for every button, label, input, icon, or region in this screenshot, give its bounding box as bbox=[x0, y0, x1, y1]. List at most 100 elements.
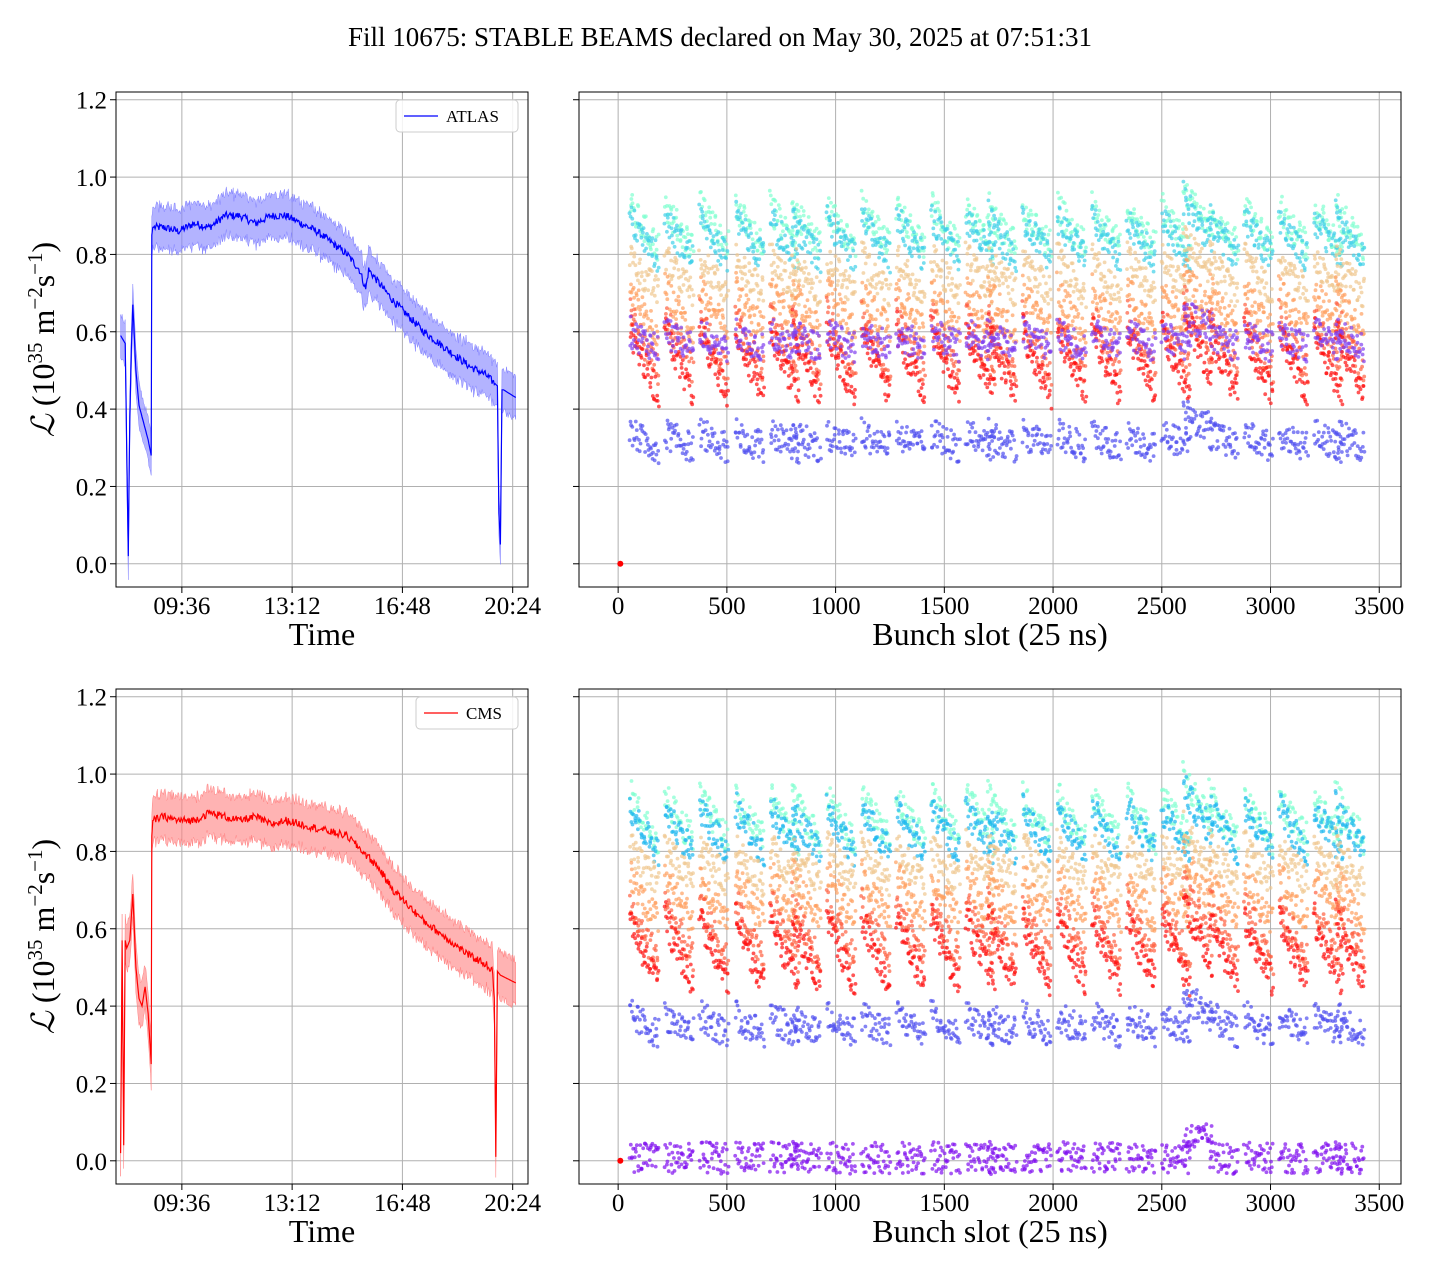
scatter-point bbox=[983, 294, 988, 299]
scatter-point bbox=[1107, 218, 1111, 222]
scatter-point bbox=[655, 269, 660, 273]
scatter-point bbox=[869, 216, 874, 221]
scatter-point bbox=[978, 357, 983, 361]
scatter-point bbox=[839, 344, 843, 349]
scatter-point bbox=[792, 345, 797, 349]
scatter-point bbox=[1113, 438, 1118, 443]
scatter-point bbox=[649, 292, 654, 296]
scatter-point bbox=[803, 361, 807, 366]
scatter-point bbox=[1045, 442, 1050, 446]
scatter-point bbox=[1042, 232, 1046, 237]
scatter-point bbox=[1078, 338, 1082, 342]
scatter-point bbox=[632, 338, 636, 342]
scatter-point bbox=[1056, 436, 1061, 441]
scatter-point bbox=[780, 277, 784, 282]
scatter-point bbox=[742, 206, 747, 210]
scatter-point bbox=[708, 296, 713, 300]
scatter-point bbox=[701, 344, 706, 349]
scatter-point bbox=[1027, 255, 1031, 259]
scatter-point bbox=[720, 368, 725, 373]
scatter-point bbox=[870, 278, 875, 282]
scatter-point bbox=[1090, 300, 1095, 304]
scatter-point bbox=[790, 348, 795, 353]
scatter-point bbox=[678, 232, 683, 236]
scatter-point bbox=[1130, 337, 1135, 342]
scatter-point bbox=[746, 373, 751, 378]
scatter-point bbox=[789, 323, 794, 328]
scatter-point bbox=[872, 431, 877, 436]
scatter-point bbox=[873, 324, 878, 328]
scatter-point bbox=[978, 375, 983, 380]
scatter-point bbox=[1074, 277, 1079, 282]
scatter-point bbox=[1065, 353, 1070, 358]
scatter-point bbox=[982, 363, 987, 367]
scatter-point bbox=[982, 228, 986, 232]
scatter-point bbox=[637, 222, 642, 227]
scatter-point bbox=[629, 331, 634, 335]
scatter-point bbox=[656, 232, 661, 237]
scatter-point bbox=[932, 442, 936, 447]
scatter-point bbox=[936, 233, 941, 238]
scatter-point bbox=[798, 288, 803, 292]
scatter-point bbox=[982, 429, 986, 433]
scatter-point bbox=[1000, 251, 1005, 256]
scatter-point bbox=[1077, 259, 1081, 263]
scatter-point bbox=[916, 248, 921, 253]
scatter-point bbox=[687, 377, 691, 382]
scatter-point bbox=[828, 345, 833, 350]
scatter-point bbox=[760, 244, 765, 249]
scatter-point bbox=[860, 280, 865, 285]
scatter-point bbox=[663, 271, 667, 276]
scatter-point bbox=[793, 272, 798, 277]
scatter-point bbox=[988, 259, 993, 264]
scatter-point bbox=[715, 337, 719, 342]
scatter-point bbox=[777, 206, 782, 211]
scatter-point bbox=[743, 272, 747, 277]
scatter-point bbox=[775, 447, 780, 452]
scatter-point bbox=[1039, 307, 1043, 312]
scatter-point bbox=[795, 202, 799, 207]
scatter-point bbox=[956, 315, 961, 320]
scatter-point bbox=[896, 253, 900, 258]
scatter-point bbox=[1000, 356, 1005, 361]
scatter-point bbox=[1152, 349, 1156, 354]
scatter-point bbox=[1142, 328, 1146, 333]
scatter-point bbox=[1161, 229, 1166, 234]
scatter-point bbox=[881, 372, 886, 377]
scatter-point bbox=[951, 349, 956, 353]
scatter-point bbox=[1025, 231, 1030, 235]
scatter-point bbox=[800, 332, 805, 336]
scatter-point bbox=[806, 272, 811, 276]
scatter-point bbox=[674, 422, 679, 427]
scatter-point bbox=[1069, 234, 1074, 239]
scatter-point bbox=[680, 315, 685, 320]
scatter-point bbox=[986, 453, 991, 457]
scatter-point bbox=[1143, 378, 1148, 383]
scatter-point bbox=[865, 309, 870, 313]
scatter-point bbox=[716, 302, 721, 307]
scatter-point bbox=[986, 220, 991, 224]
scatter-point bbox=[1114, 264, 1118, 268]
scatter-point bbox=[987, 246, 991, 251]
scatter-point bbox=[646, 352, 651, 357]
scatter-point bbox=[816, 458, 821, 463]
scatter-point bbox=[737, 298, 741, 302]
scatter-point bbox=[691, 457, 695, 462]
scatter-point bbox=[785, 329, 789, 334]
scatter-point bbox=[871, 223, 876, 228]
scatter-point bbox=[1146, 337, 1151, 342]
scatter-point bbox=[804, 310, 809, 315]
scatter-point bbox=[957, 381, 961, 386]
scatter-point bbox=[1049, 444, 1053, 448]
scatter-point bbox=[1153, 327, 1157, 332]
scatter-point bbox=[779, 366, 783, 371]
scatter-point bbox=[992, 376, 997, 381]
scatter-point bbox=[1061, 232, 1066, 237]
scatter-point bbox=[804, 334, 809, 338]
scatter-point bbox=[1062, 255, 1066, 259]
scatter-point bbox=[1061, 441, 1066, 446]
scatter-point bbox=[1153, 298, 1157, 303]
scatter-point bbox=[1164, 205, 1169, 210]
scatter-point bbox=[769, 202, 774, 207]
scatter-point bbox=[725, 445, 730, 449]
